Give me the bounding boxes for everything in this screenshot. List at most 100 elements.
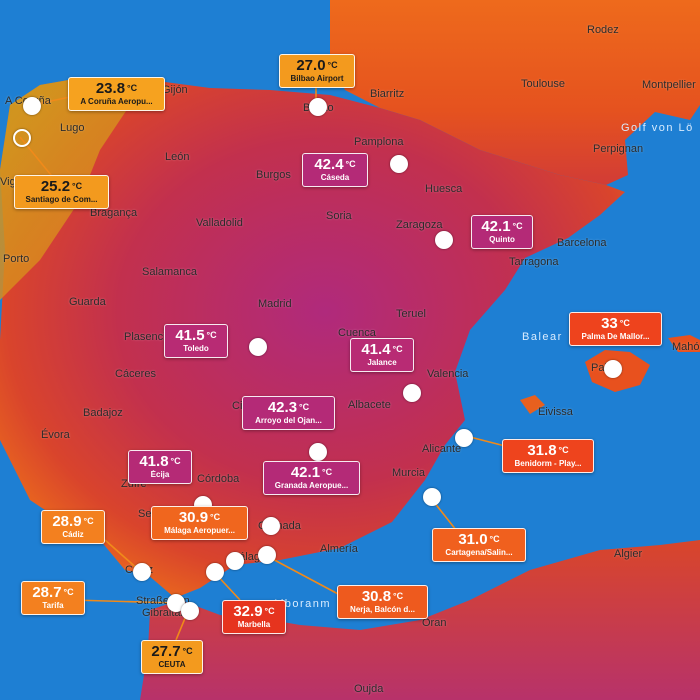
station-card-bilbao[interactable]: 27.0 °C Bilbao Airport — [279, 54, 355, 88]
station-name: Bilbao Airport — [290, 74, 344, 83]
station-name: Écija — [150, 470, 170, 479]
place-eivissa: Eivissa — [538, 406, 573, 418]
temperature-value: 42.4 — [314, 156, 344, 173]
temperature-value: 30.9 — [178, 509, 209, 526]
temperature-value: 32.9 — [233, 603, 263, 620]
station-card-jalance[interactable]: 41.4 °C Jalance — [350, 338, 414, 372]
station-marker-cadiz[interactable] — [133, 563, 151, 581]
station-name: Toledo — [183, 344, 209, 353]
water-balearic-sea: Balear — [522, 331, 563, 343]
station-card-arroyo[interactable]: 42.3 °C Arroyo del Ojan... — [242, 396, 335, 430]
place-almeria: Almería — [320, 543, 358, 555]
station-marker-granada[interactable] — [262, 517, 280, 535]
temperature-unit: °C — [264, 606, 275, 616]
station-card-benidorm[interactable]: 31.8 °C Benidorm - Play... — [502, 439, 594, 473]
station-card-cartagena[interactable]: 31.0 °C Cartagena/Salin... — [432, 528, 526, 562]
station-card-toledo[interactable]: 41.5 °C Toledo — [164, 324, 228, 358]
station-name: Benidorm - Play... — [514, 459, 582, 468]
station-marker-cartagena[interactable] — [423, 488, 441, 506]
station-name: Tarifa — [42, 601, 64, 610]
station-marker-ceuta[interactable] — [181, 602, 199, 620]
station-name: CEUTA — [158, 660, 186, 669]
station-marker-malaga[interactable] — [226, 552, 244, 570]
station-card-acoruna[interactable]: 23.8 °C A Coruña Aeropu... — [68, 77, 165, 111]
temperature-value: 28.9 — [52, 513, 82, 530]
station-marker-jalance[interactable] — [403, 384, 421, 402]
temperature-value: 27.7 — [151, 643, 181, 660]
station-marker-santiago[interactable] — [13, 129, 31, 147]
water-alboran-sea: Alboranm — [272, 598, 332, 610]
place-murcia: Murcia — [392, 467, 426, 479]
station-card-caseda[interactable]: 42.4 °C Cáseda — [302, 153, 368, 187]
northwest-land — [0, 78, 170, 300]
station-name: Jalance — [367, 358, 397, 367]
temperature-unit: °C — [127, 83, 138, 93]
temperature-unit: °C — [345, 159, 356, 169]
temperature-value: 41.8 — [139, 453, 169, 470]
temperature-unit: °C — [327, 60, 338, 70]
temperature-value: 23.8 — [95, 80, 126, 97]
temperature-unit: °C — [170, 456, 181, 466]
station-marker-acoruna[interactable] — [23, 97, 41, 115]
place-leon: León — [165, 151, 190, 163]
station-card-quinto[interactable]: 42.1 °C Quinto — [471, 215, 533, 249]
station-card-palma[interactable]: 33 °C Palma De Mallor... — [569, 312, 662, 346]
temperature-value: 33 — [601, 315, 618, 332]
station-marker-palma[interactable] — [604, 360, 622, 378]
station-marker-caseda[interactable] — [390, 155, 408, 173]
station-marker-benidorm[interactable] — [455, 429, 473, 447]
station-name: Cáseda — [320, 173, 350, 182]
station-name: Cartagena/Salin... — [445, 548, 513, 557]
place-cuenca: Cuenca — [338, 327, 376, 339]
temperature-unit: °C — [619, 318, 630, 328]
place-burgos: Burgos — [256, 169, 291, 181]
place-barcelona: Barcelona — [557, 237, 607, 249]
africa-land — [140, 540, 700, 700]
station-marker-bilbao[interactable] — [309, 98, 327, 116]
station-card-marbella[interactable]: 32.9 °C Marbella — [222, 600, 286, 634]
temperature-value: 41.4 — [361, 341, 391, 358]
temperature-value: 42.1 — [290, 464, 321, 481]
place-soria: Soria — [326, 210, 352, 222]
station-card-cadiz[interactable]: 28.9 °C Cádiz — [41, 510, 105, 544]
station-card-granada[interactable]: 42.1 °C Granada Aeropue... — [263, 461, 360, 495]
station-marker-arroyo[interactable] — [309, 443, 327, 461]
station-marker-nerja[interactable] — [258, 546, 276, 564]
temperature-value: 42.3 — [267, 399, 298, 416]
place-mahon: Mahó — [672, 341, 700, 353]
temperature-unit: °C — [392, 344, 403, 354]
station-card-tarifa[interactable]: 28.7 °C Tarifa — [21, 581, 85, 615]
temperature-unit: °C — [72, 181, 83, 191]
station-name: Marbella — [237, 620, 271, 629]
station-name: Nerja, Balcón d... — [350, 605, 415, 614]
place-zaragoza: Zaragoza — [396, 219, 443, 231]
station-card-ecija[interactable]: 41.8 °C Écija — [128, 450, 192, 484]
station-card-nerja[interactable]: 30.8 °C Nerja, Balcón d... — [337, 585, 428, 619]
place-plasencia: Plasencia — [124, 331, 172, 343]
station-card-santiago[interactable]: 25.2 °C Santiago de Com... — [14, 175, 109, 209]
temperature-unit: °C — [210, 512, 221, 522]
station-card-malaga[interactable]: 30.9 °C Málaga Aeropuer... — [151, 506, 248, 540]
station-name: Quinto — [489, 235, 515, 244]
station-name: Málaga Aeropuer... — [164, 526, 235, 535]
france-land — [330, 0, 700, 185]
place-madrid: Madrid — [258, 298, 292, 310]
menorca-island — [668, 335, 700, 352]
station-marker-quinto[interactable] — [435, 231, 453, 249]
place-cordoba: Córdoba — [197, 473, 240, 485]
station-name: Palma De Mallor... — [581, 332, 650, 341]
station-marker-toledo[interactable] — [249, 338, 267, 356]
temperature-value: 31.8 — [527, 442, 557, 459]
station-name: Santiago de Com... — [25, 195, 98, 204]
station-card-ceuta[interactable]: 27.7 °C CEUTA — [141, 640, 203, 674]
temperature-unit: °C — [393, 591, 404, 601]
temperature-unit: °C — [299, 402, 310, 412]
station-marker-marbella[interactable] — [206, 563, 224, 581]
temperature-value: 41.5 — [175, 327, 205, 344]
temperature-unit: °C — [558, 445, 569, 455]
ibiza-island — [520, 395, 545, 414]
place-ciudadreal: Ci — [232, 400, 243, 412]
place-huesca: Huesca — [425, 183, 463, 195]
place-guarda: Guarda — [69, 296, 106, 308]
